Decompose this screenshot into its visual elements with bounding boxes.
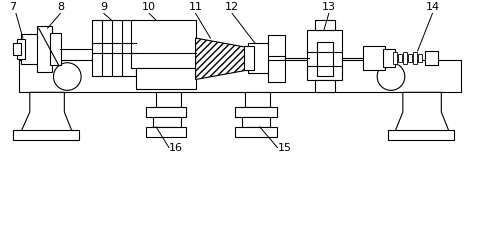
Text: 14: 14 bbox=[425, 2, 440, 13]
Polygon shape bbox=[395, 92, 449, 132]
Polygon shape bbox=[195, 38, 250, 79]
Bar bbox=[408, 54, 412, 62]
Bar bbox=[393, 52, 397, 64]
Circle shape bbox=[377, 63, 405, 90]
Text: 9: 9 bbox=[100, 2, 108, 13]
Bar bbox=[388, 130, 454, 140]
Polygon shape bbox=[21, 92, 72, 132]
Bar bbox=[132, 20, 195, 68]
Bar bbox=[315, 20, 335, 30]
Bar bbox=[413, 52, 417, 64]
Bar bbox=[21, 34, 39, 64]
Bar bbox=[424, 51, 438, 65]
Bar bbox=[153, 117, 181, 127]
Bar bbox=[244, 46, 254, 70]
Bar bbox=[136, 68, 195, 89]
Bar bbox=[17, 39, 25, 59]
Text: 11: 11 bbox=[189, 2, 203, 13]
Bar bbox=[36, 26, 51, 72]
Bar bbox=[146, 127, 186, 137]
Bar bbox=[418, 54, 421, 62]
Text: 13: 13 bbox=[322, 2, 336, 13]
Text: 15: 15 bbox=[277, 143, 291, 153]
Bar bbox=[49, 33, 61, 65]
Bar bbox=[13, 43, 21, 55]
Text: 12: 12 bbox=[225, 2, 239, 13]
Bar bbox=[315, 79, 335, 92]
Bar bbox=[146, 107, 186, 117]
Bar bbox=[383, 49, 395, 67]
Bar bbox=[403, 52, 407, 64]
Text: 7: 7 bbox=[10, 2, 17, 13]
Bar bbox=[245, 92, 270, 107]
Bar bbox=[19, 60, 461, 92]
Text: 8: 8 bbox=[57, 2, 64, 13]
Bar bbox=[317, 42, 333, 76]
Bar bbox=[92, 20, 136, 76]
Text: 10: 10 bbox=[142, 2, 156, 13]
Bar bbox=[307, 30, 342, 79]
Bar bbox=[268, 35, 286, 82]
Bar bbox=[156, 92, 181, 107]
Bar bbox=[398, 54, 402, 62]
Bar bbox=[363, 46, 385, 70]
Bar bbox=[235, 107, 276, 117]
Bar bbox=[248, 43, 270, 73]
Text: 16: 16 bbox=[169, 143, 183, 153]
Bar bbox=[235, 127, 276, 137]
Bar bbox=[13, 130, 79, 140]
Circle shape bbox=[53, 63, 81, 90]
Bar bbox=[242, 117, 270, 127]
